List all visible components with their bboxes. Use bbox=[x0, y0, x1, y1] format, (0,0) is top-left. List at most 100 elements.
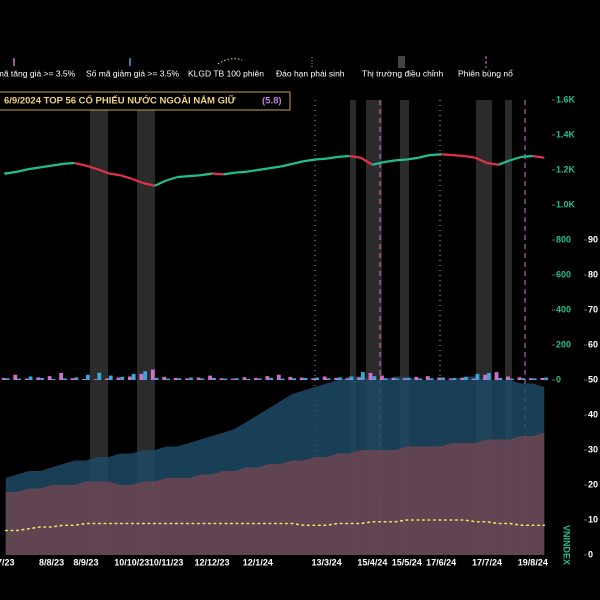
x-tick-label: 8/9/23 bbox=[73, 557, 98, 567]
bar bbox=[414, 376, 419, 380]
index-segment bbox=[5, 170, 18, 175]
index-segment bbox=[119, 174, 133, 180]
bar bbox=[326, 378, 331, 380]
bar bbox=[521, 378, 526, 380]
bar bbox=[288, 376, 293, 380]
bar bbox=[211, 377, 216, 380]
y-axis-label: VNINDEX bbox=[562, 525, 572, 565]
index-segment bbox=[97, 168, 110, 175]
index-segment bbox=[463, 154, 476, 159]
x-tick-label: 7/23 bbox=[0, 557, 14, 567]
bar bbox=[425, 376, 430, 380]
bar bbox=[383, 378, 388, 380]
bar bbox=[532, 378, 537, 380]
bar bbox=[208, 375, 212, 380]
index-segment bbox=[406, 156, 419, 161]
x-tick-label: 15/4/24 bbox=[357, 557, 387, 567]
bar bbox=[269, 377, 274, 380]
index-segment bbox=[349, 154, 362, 159]
x-tick-label: 13/3/24 bbox=[312, 557, 342, 567]
x-tick-label: 10/10/23 bbox=[114, 557, 149, 567]
index-segment bbox=[246, 168, 258, 173]
y-tick-label: 50 bbox=[588, 374, 598, 384]
bar bbox=[357, 377, 361, 380]
bar bbox=[460, 377, 465, 380]
bar bbox=[177, 378, 182, 380]
bar bbox=[70, 378, 75, 380]
index-segment bbox=[74, 161, 87, 167]
bar bbox=[494, 372, 499, 380]
subtitle: (5.8) bbox=[262, 96, 282, 107]
y-tick-label: 90 bbox=[588, 234, 598, 244]
legend-symbol bbox=[398, 56, 405, 68]
index-segment bbox=[108, 172, 121, 177]
bar bbox=[276, 374, 281, 380]
index-segment bbox=[417, 154, 430, 159]
bar bbox=[452, 377, 457, 380]
bar bbox=[475, 373, 480, 380]
y-tick-label: 0 bbox=[556, 374, 561, 384]
bar bbox=[166, 378, 170, 380]
bar bbox=[116, 377, 121, 380]
title: 6/9/2024 TOP 56 CỔ PHIẾU NƯỚC NGOÀI NẮM … bbox=[4, 95, 236, 107]
bar bbox=[127, 376, 132, 380]
bar bbox=[311, 378, 316, 380]
bar bbox=[51, 378, 56, 380]
x-tick-label: 17/7/24 bbox=[472, 557, 502, 567]
bar bbox=[391, 377, 396, 380]
bar bbox=[441, 377, 445, 380]
y-tick-label: 600 bbox=[556, 269, 571, 279]
index-segment bbox=[315, 157, 327, 161]
x-tick-label: 8/8/23 bbox=[39, 557, 64, 567]
bar bbox=[185, 378, 190, 380]
bar bbox=[139, 373, 144, 380]
legend: Số mã tăng giá >= 3.5% Số mã giảm giá >= … bbox=[0, 56, 513, 78]
index-segment bbox=[395, 158, 407, 162]
bar bbox=[40, 377, 44, 380]
x-tick-label: 12/12/23 bbox=[194, 557, 229, 567]
bar bbox=[143, 371, 148, 380]
index-segment bbox=[234, 170, 247, 174]
y-tick-label: 20 bbox=[588, 479, 598, 489]
index-segment bbox=[16, 168, 29, 173]
bar bbox=[483, 374, 487, 380]
bar bbox=[360, 372, 365, 380]
bar bbox=[498, 377, 503, 380]
bar bbox=[464, 376, 468, 380]
bar bbox=[120, 376, 125, 380]
bar bbox=[544, 377, 549, 380]
index-segment bbox=[188, 174, 201, 178]
bar bbox=[74, 377, 79, 380]
bar bbox=[540, 377, 545, 380]
y-tick-label: 10 bbox=[588, 514, 598, 524]
bar bbox=[315, 377, 319, 380]
bar bbox=[334, 377, 339, 380]
bar bbox=[108, 375, 113, 380]
bar bbox=[154, 377, 159, 380]
y-tick-label: 80 bbox=[588, 269, 598, 279]
bar bbox=[292, 378, 297, 380]
bar bbox=[196, 377, 201, 380]
bar bbox=[506, 376, 510, 380]
legend-label: KLGD TB 100 phiên bbox=[188, 68, 264, 78]
y-tick-label: 1.0K bbox=[556, 199, 576, 209]
index-segment bbox=[200, 172, 213, 177]
bar bbox=[200, 378, 205, 380]
legend-label: Số mã giảm giá >= 3.5% bbox=[86, 68, 180, 78]
bar bbox=[299, 377, 304, 380]
y-tick-label: 1.6K bbox=[556, 94, 576, 104]
bar bbox=[517, 377, 522, 380]
title-box bbox=[0, 91, 291, 111]
index-segment bbox=[85, 164, 98, 171]
bar bbox=[219, 378, 224, 380]
bar bbox=[85, 374, 90, 380]
bar bbox=[437, 377, 442, 380]
bar bbox=[349, 376, 354, 380]
x-tick-label: 10/11/23 bbox=[149, 557, 184, 567]
index-segment bbox=[280, 162, 293, 168]
bar bbox=[242, 377, 247, 380]
index-segment bbox=[532, 154, 545, 159]
index-segment bbox=[337, 154, 350, 158]
legend-label: Số mã tăng giá >= 3.5% bbox=[0, 68, 76, 78]
bar bbox=[509, 378, 514, 380]
